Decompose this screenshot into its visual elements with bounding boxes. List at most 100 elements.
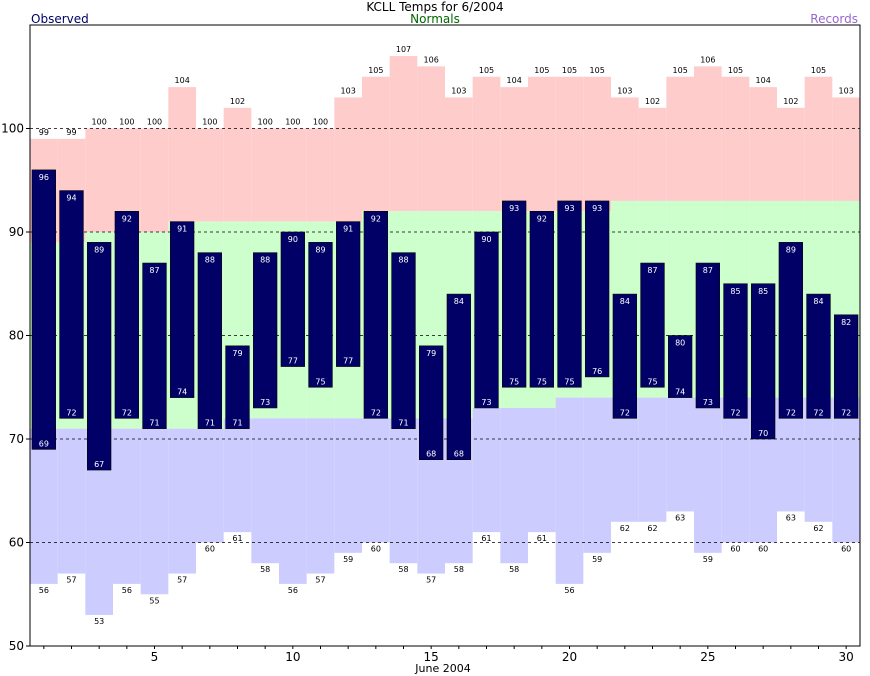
observed-low-label-11: 75: [315, 377, 325, 386]
observed-high-label-12: 91: [343, 225, 353, 234]
observed-bar-12: [336, 221, 361, 367]
record-high-band-3: [85, 128, 113, 232]
observed-legend: Observed: [31, 12, 89, 26]
record-high-label-9: 100: [258, 118, 273, 127]
y-tick-label-90: 90: [9, 225, 24, 239]
record-low-label-9: 58: [260, 565, 270, 574]
record-high-label-10: 100: [285, 118, 300, 127]
record-low-label-20: 56: [564, 586, 574, 595]
x-tick-label-25: 25: [700, 650, 715, 664]
record-low-band-11: [306, 418, 335, 574]
record-low-band-12: [334, 418, 362, 553]
observed-low-label-28: 72: [786, 408, 796, 417]
observed-bar-6: [170, 221, 195, 398]
record-high-label-29: 105: [811, 66, 826, 75]
normals-legend: Normals: [410, 12, 460, 26]
observed-low-label-25: 73: [703, 398, 713, 407]
y-tick-label-70: 70: [9, 432, 24, 446]
observed-low-label-27: 70: [758, 429, 768, 438]
observed-bar-19: [529, 211, 554, 388]
observed-low-label-9: 73: [260, 398, 270, 407]
observed-bar-3: [87, 242, 112, 471]
observed-bar-18: [502, 200, 527, 388]
record-low-label-24: 63: [675, 513, 685, 522]
observed-bar-29: [806, 293, 831, 419]
grid-lines: [30, 128, 860, 543]
observed-low-label-29: 72: [813, 408, 823, 417]
observed-high-label-16: 84: [454, 297, 464, 306]
y-tick-label-60: 60: [9, 536, 24, 550]
chart-title: KCLL Temps for 6/2004: [366, 0, 504, 14]
observed-high-label-14: 88: [398, 256, 408, 265]
record-high-band-14: [389, 56, 418, 212]
record-low-band-17: [472, 407, 501, 533]
record-high-band-6: [168, 87, 196, 222]
observed-low-label-13: 72: [371, 408, 381, 417]
x-tick-label-10: 10: [285, 650, 300, 664]
observed-high-label-11: 89: [315, 245, 325, 254]
observed-high-label-8: 79: [232, 349, 242, 358]
record-high-band-5: [140, 128, 169, 232]
value-labels: 99 56 96 69 99 57 94 72 100 53 89 67 100 56 92 72 100 55 8…: [39, 45, 854, 626]
record-low-label-27: 60: [758, 545, 768, 554]
record-high-band-9: [251, 128, 279, 222]
observed-high-label-2: 94: [66, 194, 76, 203]
record-high-label-18: 104: [507, 76, 522, 85]
x-tick-label-20: 20: [562, 650, 577, 664]
observed-low-label-20: 75: [564, 377, 574, 386]
observed-bar-26: [723, 283, 748, 419]
record-high-label-21: 105: [590, 66, 605, 75]
record-high-band-26: [721, 76, 750, 201]
record-high-label-26: 105: [728, 66, 743, 75]
record-high-band-24: [666, 76, 694, 201]
observed-bars: [31, 169, 859, 471]
observed-low-label-22: 72: [620, 408, 630, 417]
record-high-band-30: [832, 97, 860, 201]
record-low-label-19: 61: [537, 534, 547, 543]
record-high-label-7: 100: [202, 118, 217, 127]
record-low-label-16: 58: [454, 565, 464, 574]
observed-low-label-17: 73: [481, 398, 491, 407]
record-low-label-21: 59: [592, 555, 602, 564]
record-low-label-5: 55: [149, 596, 159, 605]
observed-low-label-26: 72: [730, 408, 740, 417]
record-high-label-17: 105: [479, 66, 494, 75]
record-low-label-2: 57: [66, 576, 76, 585]
observed-low-label-16: 68: [454, 450, 464, 459]
record-low-band-20: [555, 397, 584, 584]
observed-high-label-20: 93: [564, 204, 574, 213]
observed-bar-1: [31, 169, 56, 450]
observed-high-label-7: 88: [205, 256, 215, 265]
record-low-band-6: [168, 428, 196, 574]
observed-bar-13: [363, 211, 388, 419]
record-high-label-1: 99: [39, 128, 49, 137]
record-low-band-1: [30, 428, 58, 584]
record-low-label-12: 59: [343, 555, 353, 564]
record-low-band-8: [223, 418, 252, 533]
record-low-band-14: [389, 418, 418, 564]
record-high-band-18: [500, 87, 528, 212]
observed-bar-8: [225, 345, 250, 429]
record-low-band-26: [721, 397, 750, 543]
observed-high-label-18: 93: [509, 204, 519, 213]
observed-bar-24: [668, 335, 693, 398]
observed-high-label-26: 85: [730, 287, 740, 296]
observed-high-label-3: 89: [94, 245, 104, 254]
y-tick-label-80: 80: [9, 329, 24, 343]
observed-bar-10: [280, 231, 305, 367]
record-low-label-14: 58: [398, 565, 408, 574]
record-high-label-12: 103: [341, 86, 356, 95]
record-high-label-3: 100: [92, 118, 107, 127]
observed-bar-16: [446, 293, 471, 461]
record-high-band-21: [583, 76, 611, 212]
record-high-band-17: [472, 76, 501, 212]
record-high-label-23: 102: [645, 97, 660, 106]
observed-low-label-3: 67: [94, 460, 104, 469]
x-tick-label-30: 30: [839, 650, 854, 664]
record-low-band-30: [832, 397, 860, 543]
record-high-label-27: 104: [756, 76, 771, 85]
observed-bar-14: [391, 252, 416, 429]
observed-low-label-8: 71: [232, 419, 242, 428]
observed-bar-21: [585, 200, 610, 378]
record-low-band-10: [279, 418, 307, 584]
